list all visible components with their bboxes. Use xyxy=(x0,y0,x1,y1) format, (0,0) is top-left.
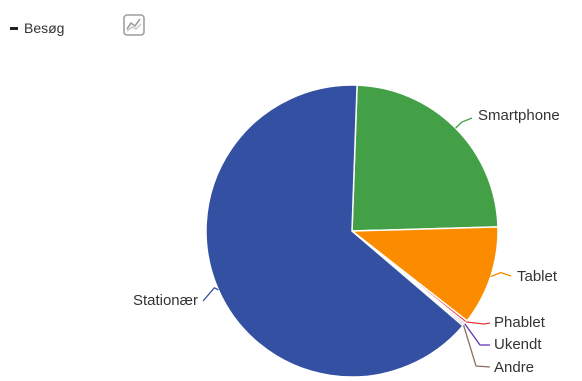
legend-label: Besøg xyxy=(24,20,65,36)
leader-line-andre xyxy=(462,324,491,368)
leader-line-tablet xyxy=(490,271,512,278)
legend-dash-icon xyxy=(10,26,18,30)
line-chart-toggle-button[interactable] xyxy=(122,13,146,37)
leader-line-station-r xyxy=(202,286,219,302)
leader-line-phablet xyxy=(466,321,491,325)
slice-label-tablet: Tablet xyxy=(517,268,558,285)
slice-label-ukendt: Ukendt xyxy=(494,336,542,353)
slice-label-smartphone: Smartphone xyxy=(478,107,560,124)
line-chart-icon xyxy=(123,14,145,36)
leader-line-ukendt xyxy=(464,323,490,346)
pie-slice-smartphone[interactable] xyxy=(351,84,499,232)
pie-slice-tablet[interactable] xyxy=(349,226,499,322)
slice-label-station-r: Stationær xyxy=(133,292,198,309)
legend[interactable]: Besøg xyxy=(10,20,64,36)
slice-label-phablet: Phablet xyxy=(494,314,546,331)
pie-slice-station-r[interactable] xyxy=(205,84,465,378)
leader-line-smartphone xyxy=(455,117,473,129)
slice-label-andre: Andre xyxy=(494,359,534,376)
